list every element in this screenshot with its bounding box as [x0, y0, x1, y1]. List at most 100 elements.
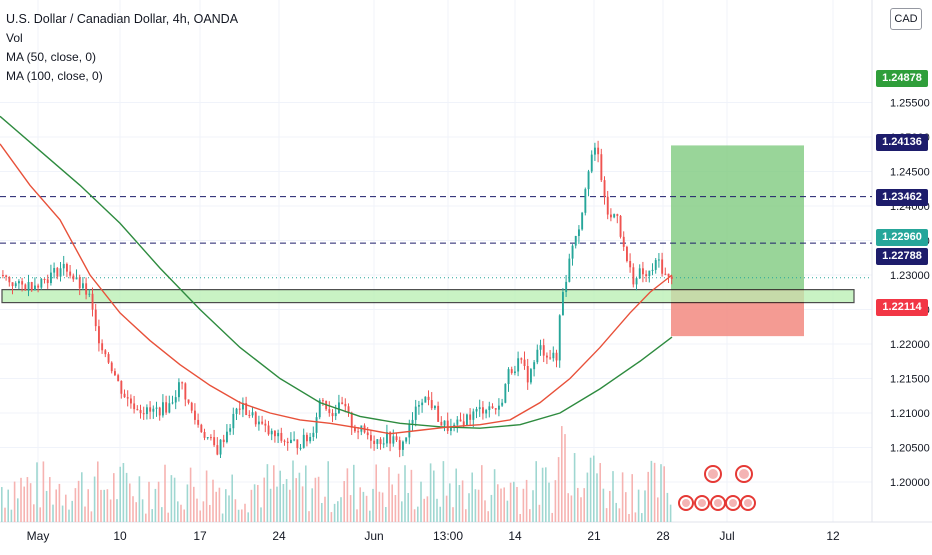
volume-bar	[359, 487, 361, 522]
candle-body	[136, 409, 139, 411]
volume-bar	[381, 492, 384, 522]
candle-body	[430, 400, 433, 409]
x-axis-tick-label: 12	[826, 529, 840, 543]
volume-bar	[55, 489, 57, 522]
volume-bar	[49, 477, 51, 522]
candle-body	[254, 412, 257, 425]
volume-bar	[122, 463, 125, 522]
volume-bar	[61, 505, 64, 522]
ma100-indicator-label[interactable]: MA (100, close, 0)	[6, 69, 103, 83]
volume-bar	[289, 489, 291, 522]
candle-body	[53, 268, 56, 273]
volume-bar	[221, 513, 224, 522]
volume-bar	[545, 467, 547, 522]
candle-body	[498, 405, 500, 410]
volume-bar	[109, 499, 112, 522]
volume-bar	[266, 464, 269, 522]
volume-bar	[660, 464, 662, 522]
volume-bar	[612, 471, 614, 522]
candle-body	[549, 357, 552, 359]
volume-bar	[439, 506, 441, 522]
volume-bar	[365, 495, 368, 522]
volume-bar	[513, 481, 515, 522]
candle-body	[318, 400, 321, 418]
candle-body	[597, 147, 600, 155]
ma50-indicator-label[interactable]: MA (50, close, 0)	[6, 50, 97, 64]
candle-body	[491, 406, 494, 409]
volume-bar	[314, 477, 317, 522]
volume-bar	[125, 472, 128, 522]
volume-bar	[420, 481, 422, 522]
volume-bar	[417, 506, 419, 522]
volume-bar	[228, 495, 230, 522]
volume-bar	[282, 484, 285, 522]
volume-bar	[410, 469, 413, 522]
candle-body	[328, 409, 331, 414]
volume-bar	[631, 474, 633, 522]
volume-bar	[551, 512, 553, 522]
candle-body	[21, 281, 24, 285]
event-icon-inner	[682, 499, 690, 507]
currency-badge[interactable]: CAD	[890, 8, 922, 30]
volume-bar	[455, 468, 457, 522]
candle-body	[222, 439, 225, 443]
candle-body	[478, 407, 481, 410]
volume-bar	[225, 489, 227, 522]
volume-bar	[164, 464, 166, 522]
volume-bar	[7, 489, 9, 522]
candle-body	[501, 402, 504, 406]
volume-bar	[583, 488, 585, 522]
candle-body	[190, 402, 193, 411]
volume-bar	[103, 489, 105, 522]
candle-body	[533, 362, 536, 370]
volume-bar	[138, 476, 141, 522]
volume-bar	[317, 476, 320, 522]
candle-body	[146, 407, 148, 415]
volume-bar	[522, 488, 525, 522]
y-axis-tick-label: 1.21500	[890, 374, 930, 386]
candle-body	[610, 214, 612, 218]
x-axis-tick-label: 28	[656, 529, 670, 543]
target-zone[interactable]	[671, 145, 804, 290]
candle-body	[424, 396, 427, 403]
candle-body	[197, 419, 200, 425]
volume-bar	[145, 513, 147, 522]
candle-body	[526, 366, 529, 383]
volume-bar	[132, 496, 134, 522]
volume-bar	[71, 500, 73, 522]
candle-body	[562, 292, 564, 316]
candle-body	[290, 439, 292, 443]
candle-body	[50, 272, 52, 284]
volume-indicator-label[interactable]: Vol	[6, 31, 23, 45]
candle-body	[2, 275, 4, 276]
symbol-title[interactable]: U.S. Dollar / Canadian Dollar, 4h, OANDA	[6, 12, 239, 26]
volume-bar	[388, 467, 390, 522]
y-axis-tick-label: 1.21000	[890, 408, 930, 420]
event-icon-inner	[698, 499, 706, 507]
demand-zone-box[interactable]	[1, 289, 855, 304]
candle-body	[155, 407, 158, 409]
volume-bar	[20, 477, 22, 522]
candle-body	[536, 349, 539, 363]
candle-body	[219, 439, 222, 455]
candle-body	[40, 278, 43, 288]
volume-bar	[263, 477, 265, 522]
volume-bar	[353, 464, 355, 522]
volume-bar	[231, 474, 233, 522]
candle-body	[587, 171, 590, 190]
volume-bar	[244, 503, 246, 522]
volume-bar	[157, 481, 160, 522]
candle-body	[581, 212, 584, 230]
volume-bar	[311, 488, 313, 522]
volume-bar	[570, 495, 573, 522]
candle-body	[194, 410, 196, 420]
volume-bar	[413, 509, 416, 522]
volume-bar	[340, 497, 342, 522]
candle-body	[462, 421, 465, 426]
candle-body	[283, 440, 286, 442]
candle-body	[248, 414, 251, 416]
candle-body	[408, 423, 411, 438]
candle-body	[107, 354, 110, 363]
